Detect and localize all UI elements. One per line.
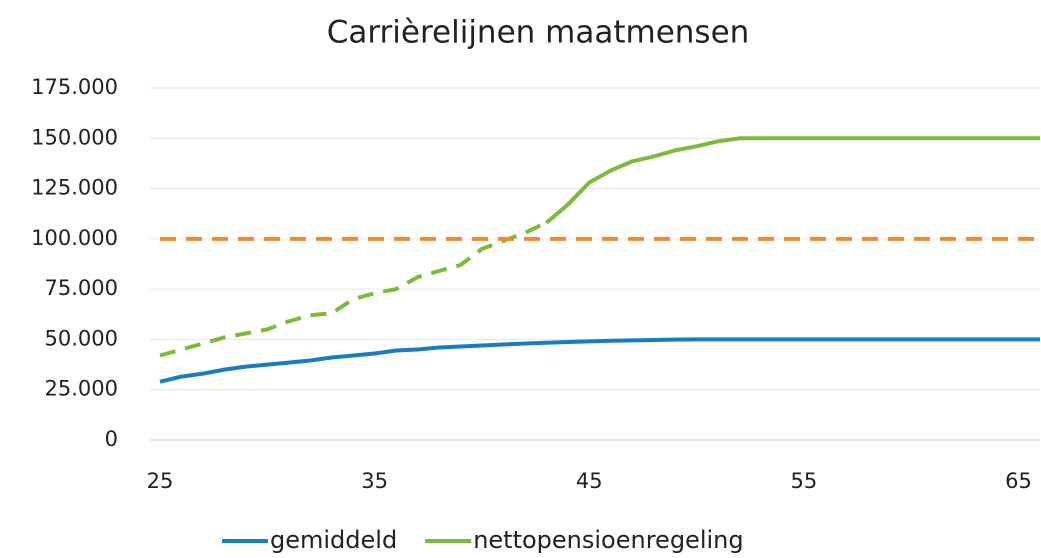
legend-label: gemiddeld <box>270 526 397 554</box>
legend-label: nettopensioenregeling <box>473 526 743 554</box>
y-tick-label: 175.000 <box>31 75 118 99</box>
line <box>159 220 548 358</box>
x-tick-label: 45 <box>576 469 603 493</box>
x-tick-label: 65 <box>1005 469 1032 493</box>
x-tick-label: 35 <box>361 469 388 493</box>
x-tick-label: 25 <box>147 469 174 493</box>
x-tick-label: 55 <box>791 469 818 493</box>
y-tick-label: 25.000 <box>45 377 118 401</box>
y-tick-label: 125.000 <box>31 176 118 200</box>
y-tick-label: 150.000 <box>31 125 118 149</box>
line <box>159 337 1040 384</box>
y-tick-label: 0 <box>105 427 118 451</box>
y-tick-label: 100.000 <box>31 226 118 250</box>
y-tick-label: 75.000 <box>45 276 118 300</box>
chart-title: Carrièrelijnen maatmensen <box>327 15 750 51</box>
y-tick-label: 50.000 <box>45 326 118 350</box>
line <box>545 136 1040 225</box>
